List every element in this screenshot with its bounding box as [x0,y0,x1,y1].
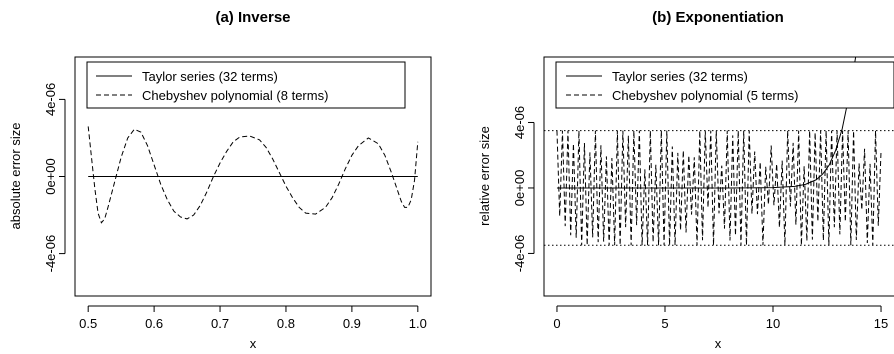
panel-a-legend-box [86,61,406,109]
panel-a-title: (a) Inverse [215,9,290,26]
panel-b-y-axis-label: relative error size [477,126,492,226]
panel-b-x-tick-label: 15 [874,316,888,331]
panel-b-x-tick-label: 0 [553,316,560,331]
panel-a-y-tick-label: -4e-06 [43,235,58,273]
panel-b-legend-taylor: Taylor series (32 terms) [612,69,748,84]
panel-b-legend-chebyshev: Chebyshev polynomial (5 terms) [612,88,798,103]
panel-a-x-tick-label: 1.0 [409,316,427,331]
panel-b: (b) Exponentiation x relative error size… [477,9,894,351]
panel-a-y-tick-label: 0e+00 [43,158,58,195]
panel-a: (a) Inverse x absolute error size 0.5 0.6… [8,9,432,351]
panel-b-series-chebyshev [556,130,882,246]
panel-b-title: (b) Exponentiation [652,9,784,26]
panel-b-y-tick-label: -4e-06 [512,235,527,273]
panel-a-x-tick-label: 0.7 [211,316,229,331]
panel-a-series-chebyshev [87,126,419,224]
panel-b-x-tick-label: 10 [766,316,780,331]
panel-a-x-tick-label: 0.5 [79,316,97,331]
panel-b-legend-box [555,61,894,109]
panel-a-x-tick-label: 0.8 [277,316,295,331]
panel-a-plot-frame [74,56,432,297]
panel-b-x-tick-label: 5 [661,316,668,331]
panel-a-legend-chebyshev: Chebyshev polynomial (8 terms) [142,88,328,103]
panel-a-y-tick-label: 4e-06 [43,83,58,116]
panel-b-y-tick-label: 0e+00 [512,170,527,207]
panel-b-series [556,57,882,246]
panel-b-x-axis-label: x [715,336,722,351]
panel-a-y-axis-label: absolute error size [8,123,23,230]
panel-a-x-tick-label: 0.9 [343,316,361,331]
panel-b-y-ticks: -4e-06 0e+00 4e-06 [512,106,535,273]
panel-a-y-ticks: -4e-06 0e+00 4e-06 [43,83,66,273]
panel-a-x-ticks: 0.5 0.6 0.7 0.8 0.9 1.0 [79,305,427,331]
panel-b-y-tick-label: 4e-06 [512,106,527,139]
panel-b-legend: Taylor series (32 terms) Chebyshev polyn… [555,61,894,109]
panel-a-x-tick-label: 0.6 [145,316,163,331]
panel-a-legend: Taylor series (32 terms) Chebyshev polyn… [86,61,406,109]
panel-a-legend-taylor: Taylor series (32 terms) [142,69,278,84]
panel-a-series [87,126,419,224]
panel-a-x-axis-label: x [250,336,257,351]
panel-b-plot-frame [543,56,894,297]
panel-b-x-ticks: 0 5 10 15 [553,305,888,331]
